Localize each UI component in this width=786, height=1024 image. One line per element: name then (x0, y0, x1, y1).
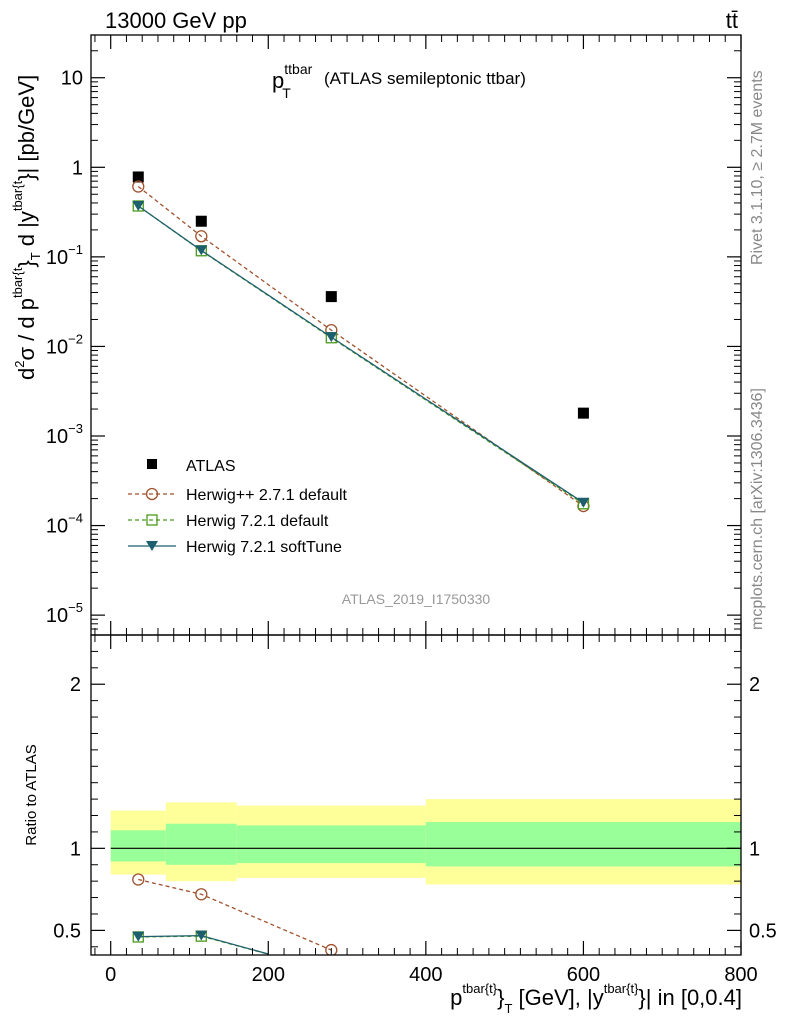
main-point-herwig-7-2-1-softtune (132, 200, 145, 211)
ylabel-tail: }| [pb/GeV] (14, 75, 39, 181)
ylabel-sigma: σ / d p (14, 298, 39, 361)
ratio-ytick-label: 2 (70, 674, 81, 696)
main-ytick-base: 10 (46, 605, 68, 627)
main-ytick-label: 1 (72, 157, 83, 179)
xlabel-rest: [GeV], |y (512, 985, 603, 1010)
main-ytick-exp: −1 (68, 242, 83, 257)
main-ytick-base: 1 (72, 157, 83, 179)
ratio-xtick-label: 800 (724, 964, 757, 986)
main-point-herwig-2-7-1-default (195, 230, 208, 243)
legend-marker-herwigpp (145, 487, 159, 501)
legend-marker-atlas (147, 459, 157, 469)
main-point-atlas (325, 291, 337, 303)
legend: ATLAS Herwig++ 2.7.1 default Herwig 7.2.… (128, 458, 348, 556)
main-ytick-exp: −2 (68, 331, 83, 346)
main-series-layer (132, 171, 590, 513)
legend-label-h721soft: Herwig 7.2.1 softTune (186, 539, 342, 556)
ratio-axes: 0.5 0.5 1 1 2 2 0 200 400 600 800 (53, 634, 777, 986)
ratio-xtick-label: 0 (105, 964, 116, 986)
ratio-frame (90, 634, 742, 956)
legend-marker-h721default (146, 514, 158, 526)
main-ylabel: d2σ / d ptbar{t}T d |ytbar{t}| [pb/GeV] (10, 75, 43, 380)
ratio-xtick-label: 600 (567, 964, 600, 986)
main-ytick-base: 10 (46, 336, 68, 358)
ylabel-supB: tbar{t (10, 180, 25, 211)
panel-title: pttbar T (272, 61, 313, 101)
main-point-atlas (577, 407, 589, 419)
ratio-point-herwig-7-2-1-softtune (132, 931, 145, 942)
ylabel-sup2: 2 (12, 361, 27, 368)
ratio-ytick-label: 1 (70, 838, 81, 860)
main-ytick-exp: −3 (68, 421, 83, 436)
xlabel-subT: T (504, 1001, 512, 1016)
main-ytick-base: 10 (46, 426, 68, 448)
main-ytick-exp: −4 (68, 511, 83, 526)
energy-label: 13000 GeV pp (105, 8, 247, 33)
legend-label-atlas: ATLAS (186, 458, 236, 475)
xlabel-tail: }| in [0,0.4] (638, 985, 742, 1010)
panel-title-main: p (272, 68, 284, 93)
main-ytick-label: 10−3 (46, 421, 83, 448)
ratio-line-herwig-2-7-1-default (138, 878, 332, 951)
ylabel-brace: } (14, 260, 39, 267)
ylabel-subT: T (28, 252, 43, 260)
ratio-bands (110, 799, 741, 885)
ratio-series-layer (132, 873, 338, 955)
mcplots-label: mcplots.cern.ch [arXiv:1306.3436] (749, 388, 766, 630)
main-point-herwig-7-2-1-softtune (195, 245, 208, 256)
main-ytick-base: 10 (61, 68, 83, 90)
ratio-ytick-label: 0.5 (53, 920, 81, 942)
main-ytick-base: 10 (46, 247, 68, 269)
main-point-atlas (195, 215, 207, 227)
analysis-id: ATLAS_2019_I1750330 (342, 591, 491, 607)
main-ytick-exp: −5 (68, 600, 83, 615)
xlabel-supA: tbar{t} (462, 981, 497, 996)
xlabel-supB: tbar{t} (604, 981, 639, 996)
main-line-herwig-2-7-1-default (137, 186, 584, 507)
ratio-ytick-label-right: 0.5 (749, 920, 777, 942)
main-ytick-label: 10−1 (46, 242, 83, 269)
main-point-herwig-7-2-1-softtune (577, 497, 590, 508)
main-line-herwig-7-2-1-softtune (137, 205, 584, 504)
ratio-ylabel: Ratio to ATLAS (23, 744, 40, 845)
rivet-label: Rivet 3.1.10, ≥ 2.7M events (749, 70, 766, 265)
ratio-xtick-label: 400 (409, 964, 442, 986)
main-ytick-label: 10 (61, 68, 83, 90)
svg-text:d2σ / d ptbar{t}T d |ytbar{t}|: d2σ / d ptbar{t}T d |ytbar{t}| [pb/GeV] (10, 75, 43, 380)
ratio-point-herwig-2-7-1-default (325, 943, 338, 955)
process-label: tt̄ (726, 8, 738, 33)
panel-title-sup: ttbar (284, 61, 312, 77)
ylabel-d: d (14, 368, 39, 380)
ratio-band-stat (236, 825, 426, 864)
legend-marker-h721soft (146, 541, 158, 551)
main-point-atlas (132, 171, 144, 183)
legend-label-herwigpp: Herwig++ 2.7.1 default (186, 487, 348, 504)
ratio-point-herwig-7-2-1-softtune (195, 930, 208, 941)
ratio-point-herwig-2-7-1-default (195, 888, 208, 901)
main-ytick-label: 10−5 (46, 600, 83, 627)
ylabel-supA: tbar{t (10, 267, 25, 298)
xlabel: ptbar{t}}T [GeV], |ytbar{t}}| in [0,0.4] (450, 981, 742, 1016)
main-ytick-label: 10−2 (46, 331, 83, 358)
panel-title-sub: T (282, 85, 291, 101)
main-point-herwig-2-7-1-default (132, 180, 145, 193)
main-ytick-label: 10−4 (46, 511, 83, 538)
xlabel-p: p (450, 985, 462, 1010)
xlabel-brace: } (497, 985, 504, 1010)
main-ytick-base: 10 (46, 516, 68, 538)
legend-label-h721default: Herwig 7.2.1 default (186, 513, 329, 530)
ratio-ytick-label-right: 2 (749, 674, 760, 696)
ratio-ytick-label-right: 1 (749, 838, 760, 860)
ratio-band-stat (110, 830, 166, 862)
panel-title-rest: (ATLAS semileptonic ttbar) (324, 69, 526, 88)
ratio-point-herwig-2-7-1-default (132, 873, 145, 886)
ylabel-mid: d |y (14, 211, 39, 252)
main-point-herwig-7-2-1-softtune (325, 332, 338, 343)
ratio-band-stat (425, 822, 741, 867)
ratio-xtick-label: 200 (252, 964, 285, 986)
ratio-band-stat (165, 823, 237, 865)
